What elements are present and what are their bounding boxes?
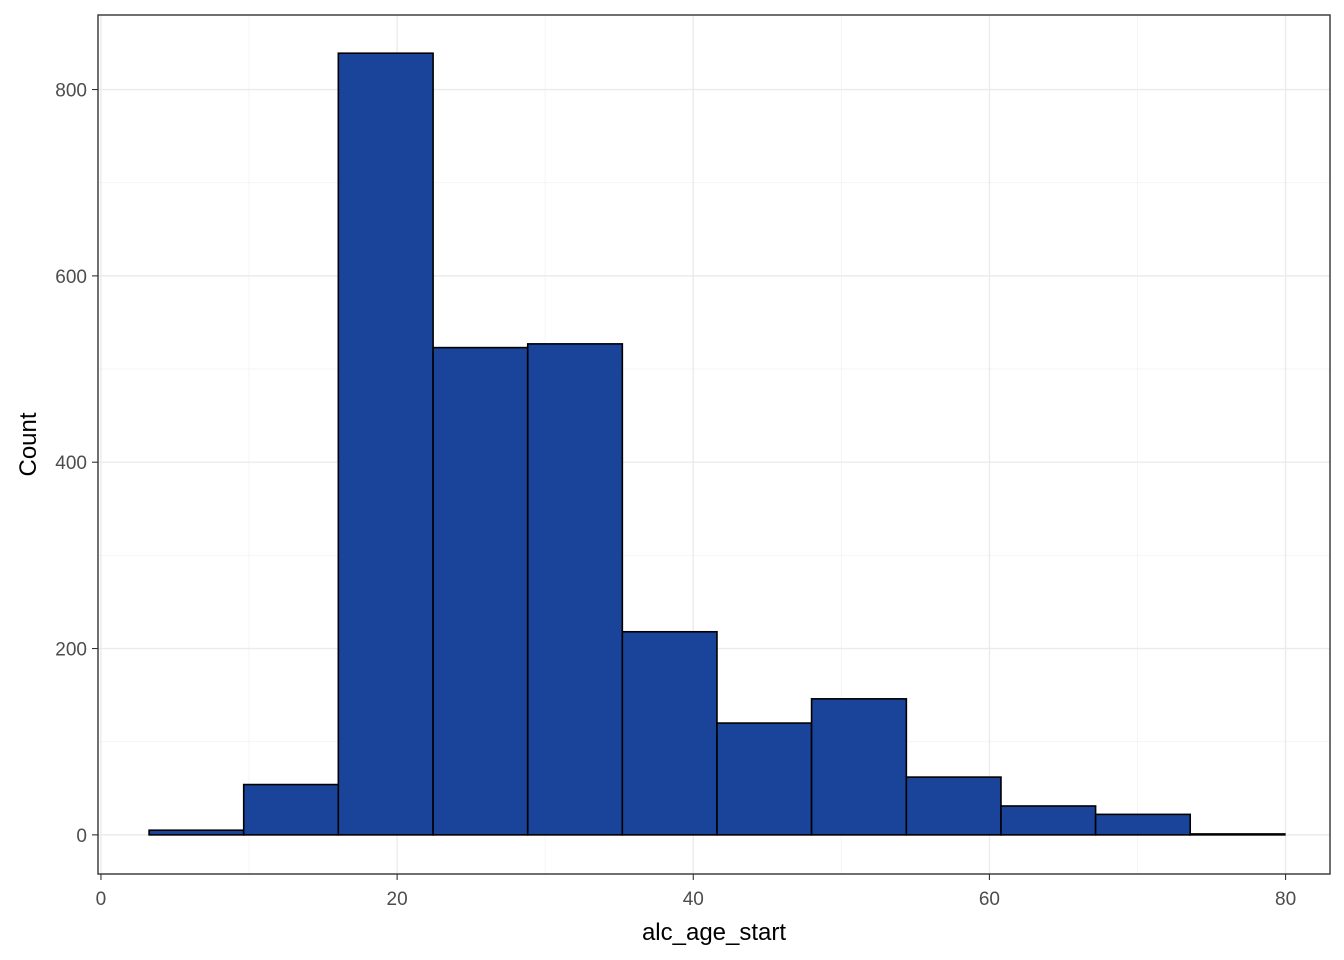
x-tick-label: 40 bbox=[683, 889, 704, 910]
histogram-bar bbox=[1189, 833, 1286, 836]
y-axis-title: Count bbox=[15, 412, 42, 476]
x-tick-label: 20 bbox=[387, 889, 408, 910]
histogram-bar bbox=[242, 783, 340, 836]
histogram-bar bbox=[432, 346, 529, 836]
histogram-bar bbox=[716, 722, 813, 836]
x-tick-label: 0 bbox=[96, 889, 107, 910]
panel-border bbox=[97, 14, 1331, 875]
histogram-bar bbox=[526, 343, 624, 836]
histogram-bar bbox=[1000, 805, 1097, 836]
x-tick-label: 80 bbox=[1275, 889, 1296, 910]
x-tick-label: 60 bbox=[979, 889, 1000, 910]
x-axis-title: alc_age_start bbox=[642, 919, 786, 946]
histogram-bar bbox=[905, 776, 1002, 836]
y-tick-label: 600 bbox=[55, 267, 87, 288]
histogram-bar bbox=[1094, 813, 1192, 836]
histogram-bar bbox=[810, 698, 908, 836]
y-tick-label: 400 bbox=[55, 453, 87, 474]
histogram-bars bbox=[148, 52, 1286, 836]
histogram-bar bbox=[621, 630, 718, 836]
y-axis: 0 200 400 600 800 bbox=[55, 81, 98, 847]
y-tick-label: 800 bbox=[55, 81, 87, 102]
histogram-bar bbox=[337, 52, 434, 836]
x-axis: 0 20 40 60 80 bbox=[96, 874, 1296, 910]
y-tick-label: 0 bbox=[76, 826, 87, 847]
histogram-bar bbox=[148, 829, 245, 836]
y-tick-label: 200 bbox=[55, 640, 87, 661]
